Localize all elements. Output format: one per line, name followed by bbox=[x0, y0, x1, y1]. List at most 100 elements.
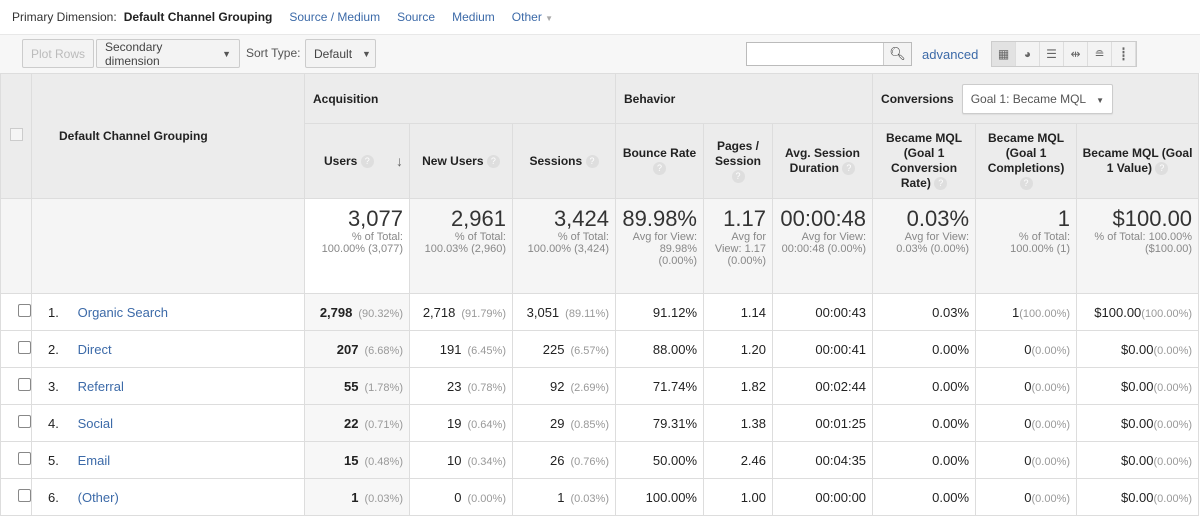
table-view-icon[interactable]: ▦ bbox=[992, 42, 1016, 66]
cell-avg-session-duration: 00:00:00 bbox=[771, 478, 874, 516]
cell-value: 00:04:35 bbox=[815, 452, 867, 468]
help-icon[interactable]: ? bbox=[934, 177, 948, 191]
cell-sessions: 3,051 (89.11%) bbox=[512, 293, 616, 331]
total-value: 1.17 bbox=[723, 206, 766, 231]
cell-percent: (0.00%) bbox=[467, 492, 506, 505]
help-icon[interactable]: ? bbox=[731, 169, 745, 183]
report-table: Default Channel Grouping Acquisition Beh… bbox=[0, 73, 1200, 516]
cell-percent: (0.00%) bbox=[1031, 381, 1071, 394]
advanced-filter-link[interactable]: advanced bbox=[922, 47, 979, 62]
row-checkbox-cell bbox=[0, 441, 32, 479]
cell-pages-per-session: 1.82 bbox=[703, 367, 773, 405]
performance-bar-icon[interactable]: ☰ bbox=[1040, 42, 1064, 66]
row-checkbox[interactable] bbox=[18, 341, 31, 354]
total-subtext: % of Total: 100.00% (1) bbox=[1010, 231, 1071, 255]
sort-type-dropdown[interactable]: Default ▼ bbox=[305, 39, 376, 68]
select-all-checkbox[interactable] bbox=[9, 128, 23, 141]
cell-value: 91.12% bbox=[652, 304, 697, 320]
row-checkbox[interactable] bbox=[18, 304, 31, 317]
cell-value: 1 bbox=[557, 489, 565, 505]
cell-avg-session-duration: 00:01:25 bbox=[771, 404, 874, 442]
help-icon[interactable]: ? bbox=[360, 154, 374, 168]
cell-value: 00:01:25 bbox=[815, 415, 867, 431]
secondary-dimension-dropdown[interactable]: Secondary dimension ▼ bbox=[96, 39, 240, 68]
search-icon[interactable]: 🔍︎ bbox=[883, 43, 911, 65]
channel-link[interactable]: Referral bbox=[77, 378, 124, 394]
plot-rows-button[interactable]: Plot Rows bbox=[22, 39, 95, 68]
cell-percent: (0.64%) bbox=[467, 418, 506, 431]
column-header-goal1-conversion-rate[interactable]: Became MQL (Goal 1 Conversion Rate) ? bbox=[872, 123, 977, 199]
cell-percent: (6.68%) bbox=[364, 344, 403, 357]
channel-link[interactable]: Social bbox=[77, 415, 114, 431]
column-header-avg-session-duration[interactable]: Avg. Session Duration ? bbox=[771, 123, 874, 199]
help-icon[interactable]: ? bbox=[1155, 162, 1169, 176]
column-header-goal1-completions[interactable]: Became MQL (Goal 1 Completions) ? bbox=[975, 123, 1078, 199]
total-value: 00:00:48 bbox=[780, 206, 867, 231]
goal-select-dropdown[interactable]: Goal 1: Became MQL ▼ bbox=[961, 83, 1114, 114]
help-icon[interactable]: ? bbox=[486, 154, 500, 168]
cell-value: $100.00 bbox=[1094, 304, 1142, 320]
dimension-header[interactable]: Default Channel Grouping bbox=[31, 73, 305, 199]
cell-value: 225 bbox=[542, 341, 565, 357]
row-checkbox[interactable] bbox=[18, 378, 31, 391]
channel-link[interactable]: Organic Search bbox=[77, 304, 168, 320]
help-icon[interactable]: ? bbox=[1019, 177, 1033, 191]
cell-bounce-rate: 50.00% bbox=[615, 441, 704, 479]
cell-new-users: 2,718 (91.79%) bbox=[409, 293, 513, 331]
column-header-bounce-rate[interactable]: Bounce Rate ? bbox=[615, 123, 704, 199]
cell-new-users: 10 (0.34%) bbox=[409, 441, 513, 479]
cell-value: 0 bbox=[1024, 489, 1032, 505]
cell-goal1-completions: 1(100.00%) bbox=[975, 293, 1078, 331]
channel-link[interactable]: Email bbox=[77, 452, 111, 468]
cell-bounce-rate: 88.00% bbox=[615, 330, 704, 368]
column-header-goal1-value[interactable]: Became MQL (Goal 1 Value) ? bbox=[1076, 123, 1200, 199]
pie-chart-icon[interactable]: ◕ bbox=[1016, 42, 1040, 66]
cell-percent: (0.00%) bbox=[1153, 381, 1193, 394]
pivot-icon[interactable]: ┋ bbox=[1112, 42, 1136, 66]
cell-percent: (2.69%) bbox=[570, 381, 609, 394]
cell-users: 207 (6.68%) bbox=[304, 330, 410, 368]
dimension-other-label: Other bbox=[511, 10, 542, 24]
cell-goal1-conversion-rate: 0.00% bbox=[872, 330, 977, 368]
cell-sessions: 225 (6.57%) bbox=[512, 330, 616, 368]
dimension-source-medium[interactable]: Source / Medium bbox=[289, 10, 381, 24]
row-index: 5. bbox=[48, 452, 59, 468]
row-checkbox-cell bbox=[0, 367, 32, 405]
search-input[interactable] bbox=[747, 43, 883, 65]
cell-value: 1.00 bbox=[740, 489, 766, 505]
cell-value: 3,051 bbox=[526, 304, 560, 320]
channel-link[interactable]: (Other) bbox=[77, 489, 119, 505]
comparison-icon[interactable]: ⇹ bbox=[1064, 42, 1088, 66]
total-goal1-value: $100.00% of Total: 100.00% ($100.00) bbox=[1076, 198, 1200, 294]
row-checkbox[interactable] bbox=[18, 489, 31, 502]
channel-link[interactable]: Direct bbox=[77, 341, 112, 357]
cell-percent: (0.00%) bbox=[1153, 455, 1193, 468]
column-header-pages-per-session[interactable]: Pages / Session ? bbox=[703, 123, 773, 199]
dimension-other[interactable]: Other ▼ bbox=[512, 10, 553, 24]
total-subtext: % of Total: 100.00% (3,424) bbox=[527, 231, 609, 255]
cell-percent: (0.71%) bbox=[364, 418, 403, 431]
help-icon[interactable]: ? bbox=[585, 154, 599, 168]
primary-dimension-current[interactable]: Default Channel Grouping bbox=[123, 10, 273, 24]
cell-percent: (6.45%) bbox=[467, 344, 506, 357]
cell-bounce-rate: 79.31% bbox=[615, 404, 704, 442]
sort-descending-icon[interactable]: ↓ bbox=[396, 152, 403, 169]
column-header-new-users[interactable]: New Users ? bbox=[409, 123, 513, 199]
cell-value: 29 bbox=[550, 415, 565, 431]
row-checkbox[interactable] bbox=[18, 415, 31, 428]
row-index: 6. bbox=[48, 489, 59, 505]
column-header-sessions[interactable]: Sessions ? bbox=[512, 123, 616, 199]
dimension-source[interactable]: Source bbox=[397, 10, 436, 24]
term-cloud-icon[interactable]: ≘ bbox=[1088, 42, 1112, 66]
row-checkbox[interactable] bbox=[18, 452, 31, 465]
help-icon[interactable]: ? bbox=[653, 162, 666, 176]
chevron-down-icon: ▼ bbox=[545, 14, 554, 23]
help-icon[interactable]: ? bbox=[842, 162, 856, 176]
cell-value: $0.00 bbox=[1120, 415, 1154, 431]
table-toolbar: Plot Rows Secondary dimension ▼ Sort Type… bbox=[0, 35, 1200, 73]
cell-users: 22 (0.71%) bbox=[304, 404, 410, 442]
cell-value: 55 bbox=[344, 378, 359, 394]
dimension-medium[interactable]: Medium bbox=[452, 10, 495, 24]
row-index: 4. bbox=[48, 415, 59, 431]
column-header-users[interactable]: Users ? ↓ bbox=[304, 123, 410, 199]
